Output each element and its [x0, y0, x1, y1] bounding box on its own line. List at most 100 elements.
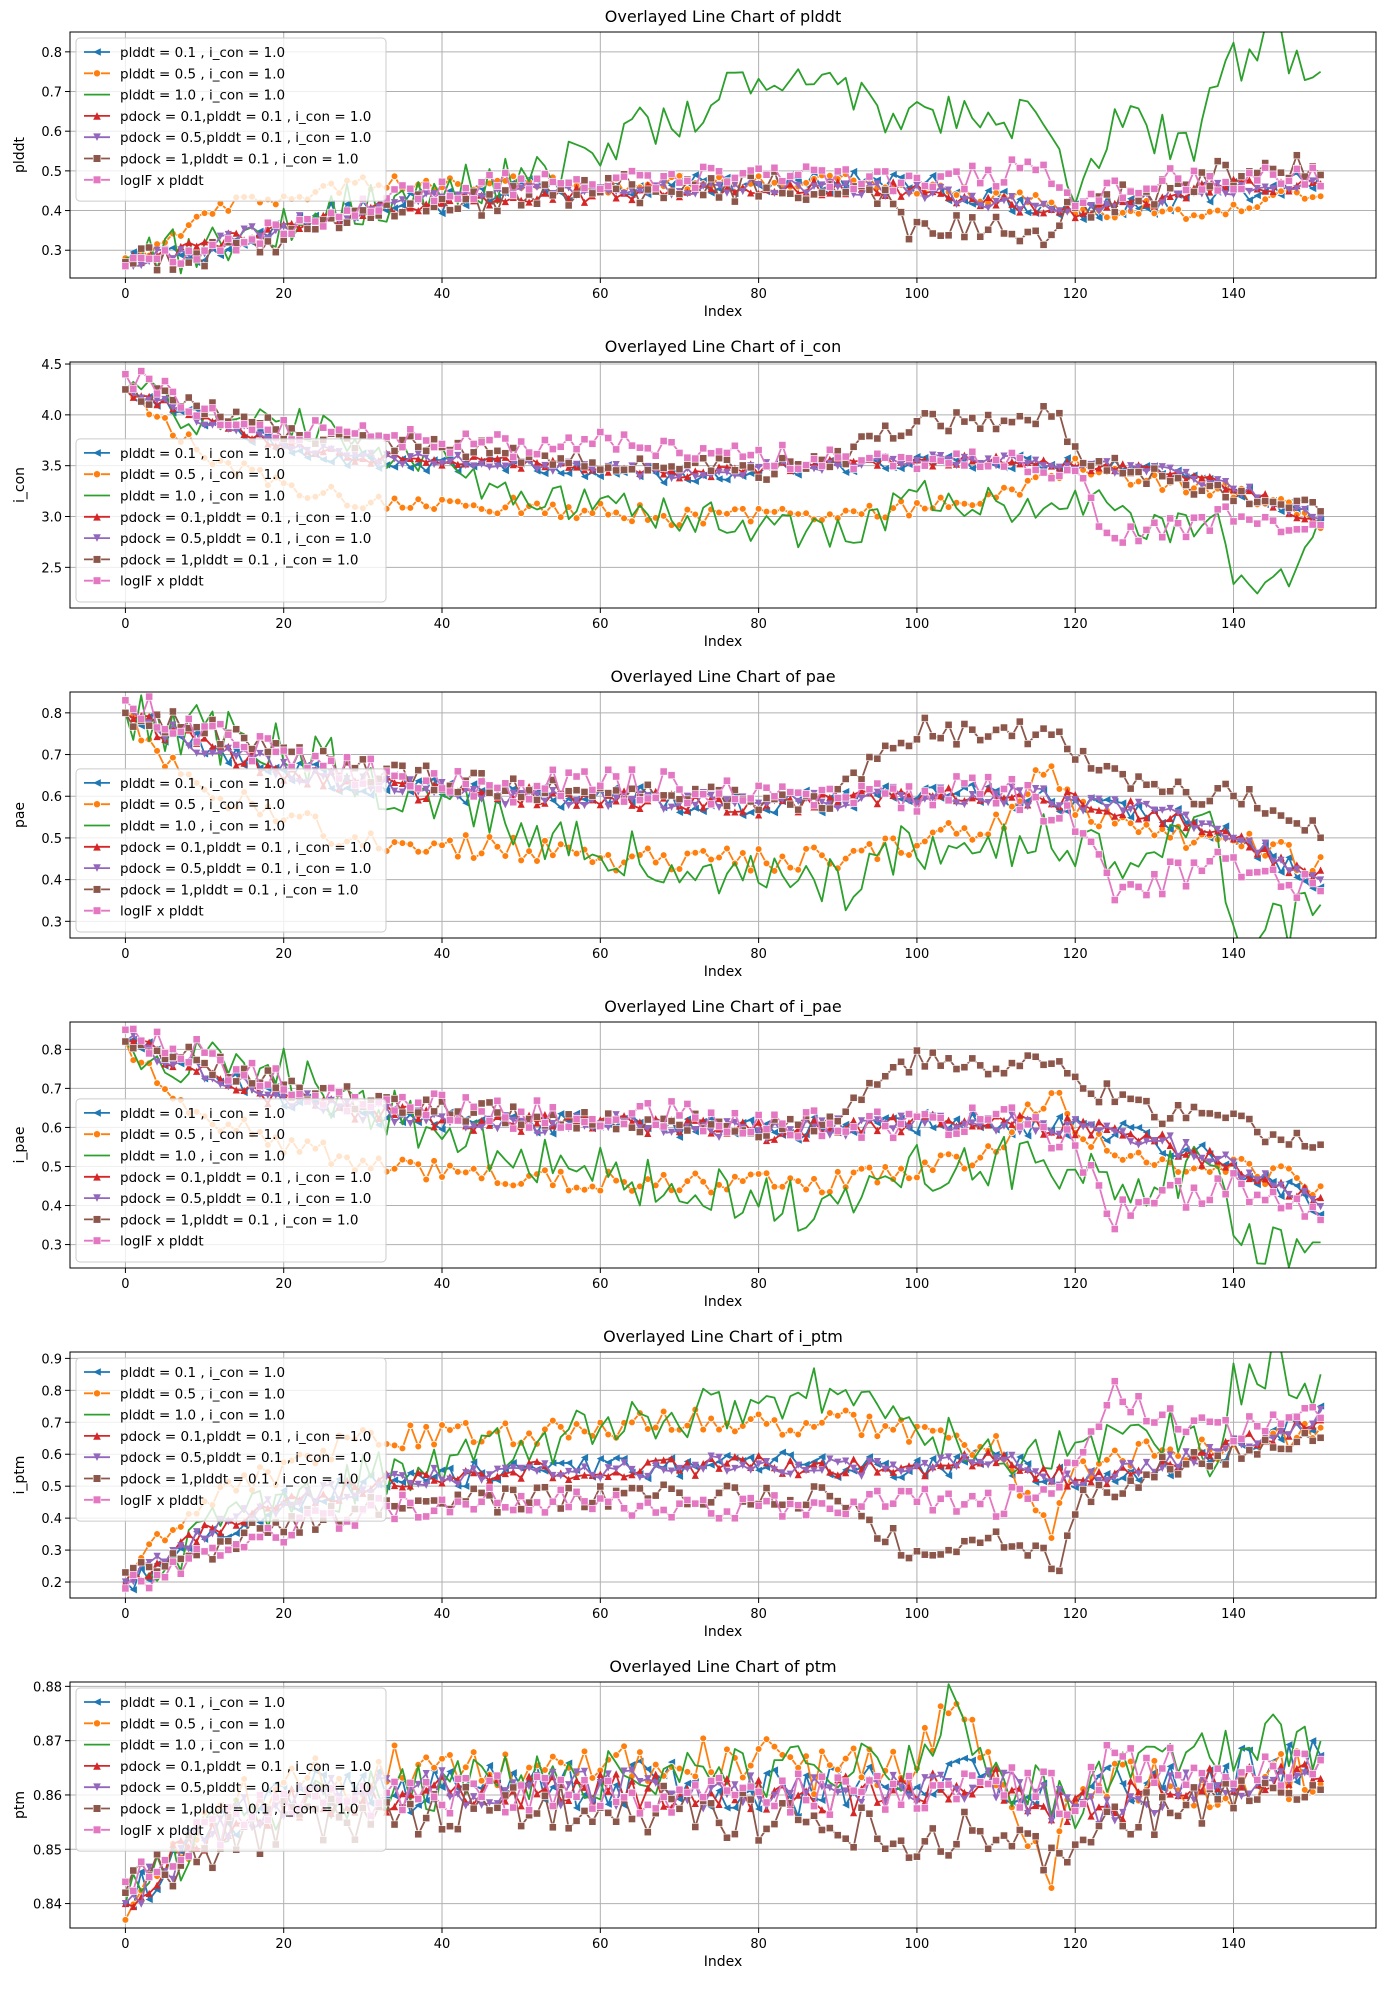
data-point [1126, 784, 1135, 793]
data-point [129, 1025, 138, 1033]
data-point [1039, 200, 1048, 208]
data-point [469, 1505, 478, 1514]
chart-title: Overlayed Line Chart of plddt [605, 7, 841, 26]
data-point [470, 1465, 478, 1473]
data-point [208, 241, 217, 249]
data-point [438, 778, 446, 787]
legend-swatch-marker [93, 534, 101, 542]
data-point [1008, 731, 1016, 740]
data-point [1245, 843, 1253, 851]
data-point [414, 207, 422, 215]
data-point [1293, 1418, 1301, 1427]
data-point [944, 1130, 953, 1139]
data-point [477, 788, 486, 796]
data-point [533, 465, 541, 473]
data-point [549, 500, 557, 509]
data-point [390, 204, 399, 212]
data-point [850, 457, 858, 466]
legend-label: logIF x plddt [120, 173, 204, 189]
data-point [580, 1497, 589, 1506]
data-point [263, 218, 272, 227]
data-point [968, 725, 977, 734]
data-point [469, 792, 478, 801]
data-point [556, 1485, 565, 1494]
data-point [1118, 883, 1127, 891]
data-point [1229, 1437, 1238, 1445]
data-point [1023, 1494, 1032, 1503]
legend-label: pdock = 0.5,plddt = 0.1 , i_con = 1.0 [120, 531, 371, 547]
data-point [652, 1461, 660, 1469]
data-point [1245, 1115, 1254, 1123]
data-point [762, 1420, 771, 1428]
data-point [509, 1468, 517, 1476]
data-point [469, 501, 478, 510]
data-point [145, 375, 154, 383]
data-point [1190, 475, 1198, 484]
data-point [240, 1528, 249, 1537]
data-point [493, 462, 502, 470]
data-point [1039, 796, 1048, 804]
y-axis-label: i_pae [12, 1127, 28, 1164]
data-point [929, 794, 937, 802]
data-point [1245, 785, 1254, 794]
x-tick-label: 60 [592, 1277, 609, 1292]
data-point [1261, 187, 1269, 195]
data-point [857, 775, 866, 784]
data-point [1166, 464, 1174, 472]
data-point [564, 1503, 573, 1511]
data-point [675, 808, 684, 816]
data-point [1047, 1129, 1056, 1137]
data-point [675, 1111, 684, 1120]
legend-item: plddt = 0.5 , i_con = 1.0 [84, 66, 285, 82]
data-point [873, 754, 882, 763]
data-point [335, 213, 344, 221]
data-point [1063, 188, 1072, 197]
data-point [224, 1076, 233, 1085]
data-point [358, 206, 367, 215]
data-point [952, 740, 961, 749]
data-point [1024, 1467, 1032, 1475]
data-point [1047, 1534, 1056, 1542]
data-point [1087, 1143, 1095, 1151]
data-point [659, 193, 668, 202]
data-point [168, 1557, 177, 1566]
legend-swatch-marker [92, 154, 102, 163]
data-point [849, 1410, 858, 1419]
data-point [762, 462, 771, 471]
data-point [541, 509, 549, 518]
data-point [414, 443, 423, 451]
data-point [1300, 1212, 1309, 1221]
data-point [841, 1510, 850, 1518]
data-point [1198, 1141, 1206, 1149]
data-point [374, 206, 383, 215]
data-point [643, 171, 652, 180]
data-point [826, 1468, 834, 1476]
data-point [755, 180, 763, 189]
data-point [1300, 525, 1309, 534]
data-point [501, 462, 509, 470]
data-point [707, 1461, 715, 1469]
data-point [422, 794, 430, 803]
data-point [1008, 1451, 1016, 1460]
data-point [493, 1499, 502, 1507]
data-point [1292, 1412, 1301, 1421]
data-point [1269, 1182, 1277, 1190]
data-point [1071, 811, 1080, 819]
data-point [905, 1174, 913, 1183]
data-point [169, 244, 177, 252]
data-point [984, 1115, 993, 1124]
data-point [1158, 1119, 1167, 1128]
data-point [778, 1448, 786, 1456]
data-point [145, 721, 154, 730]
data-point [936, 1426, 945, 1435]
data-point [1087, 1497, 1095, 1506]
data-point [1127, 1130, 1135, 1138]
data-point [572, 460, 581, 468]
data-point [240, 759, 248, 767]
data-point [1110, 1377, 1119, 1386]
data-point [754, 473, 763, 482]
data-point [453, 1116, 462, 1125]
data-point [153, 266, 161, 275]
data-point [192, 401, 201, 410]
